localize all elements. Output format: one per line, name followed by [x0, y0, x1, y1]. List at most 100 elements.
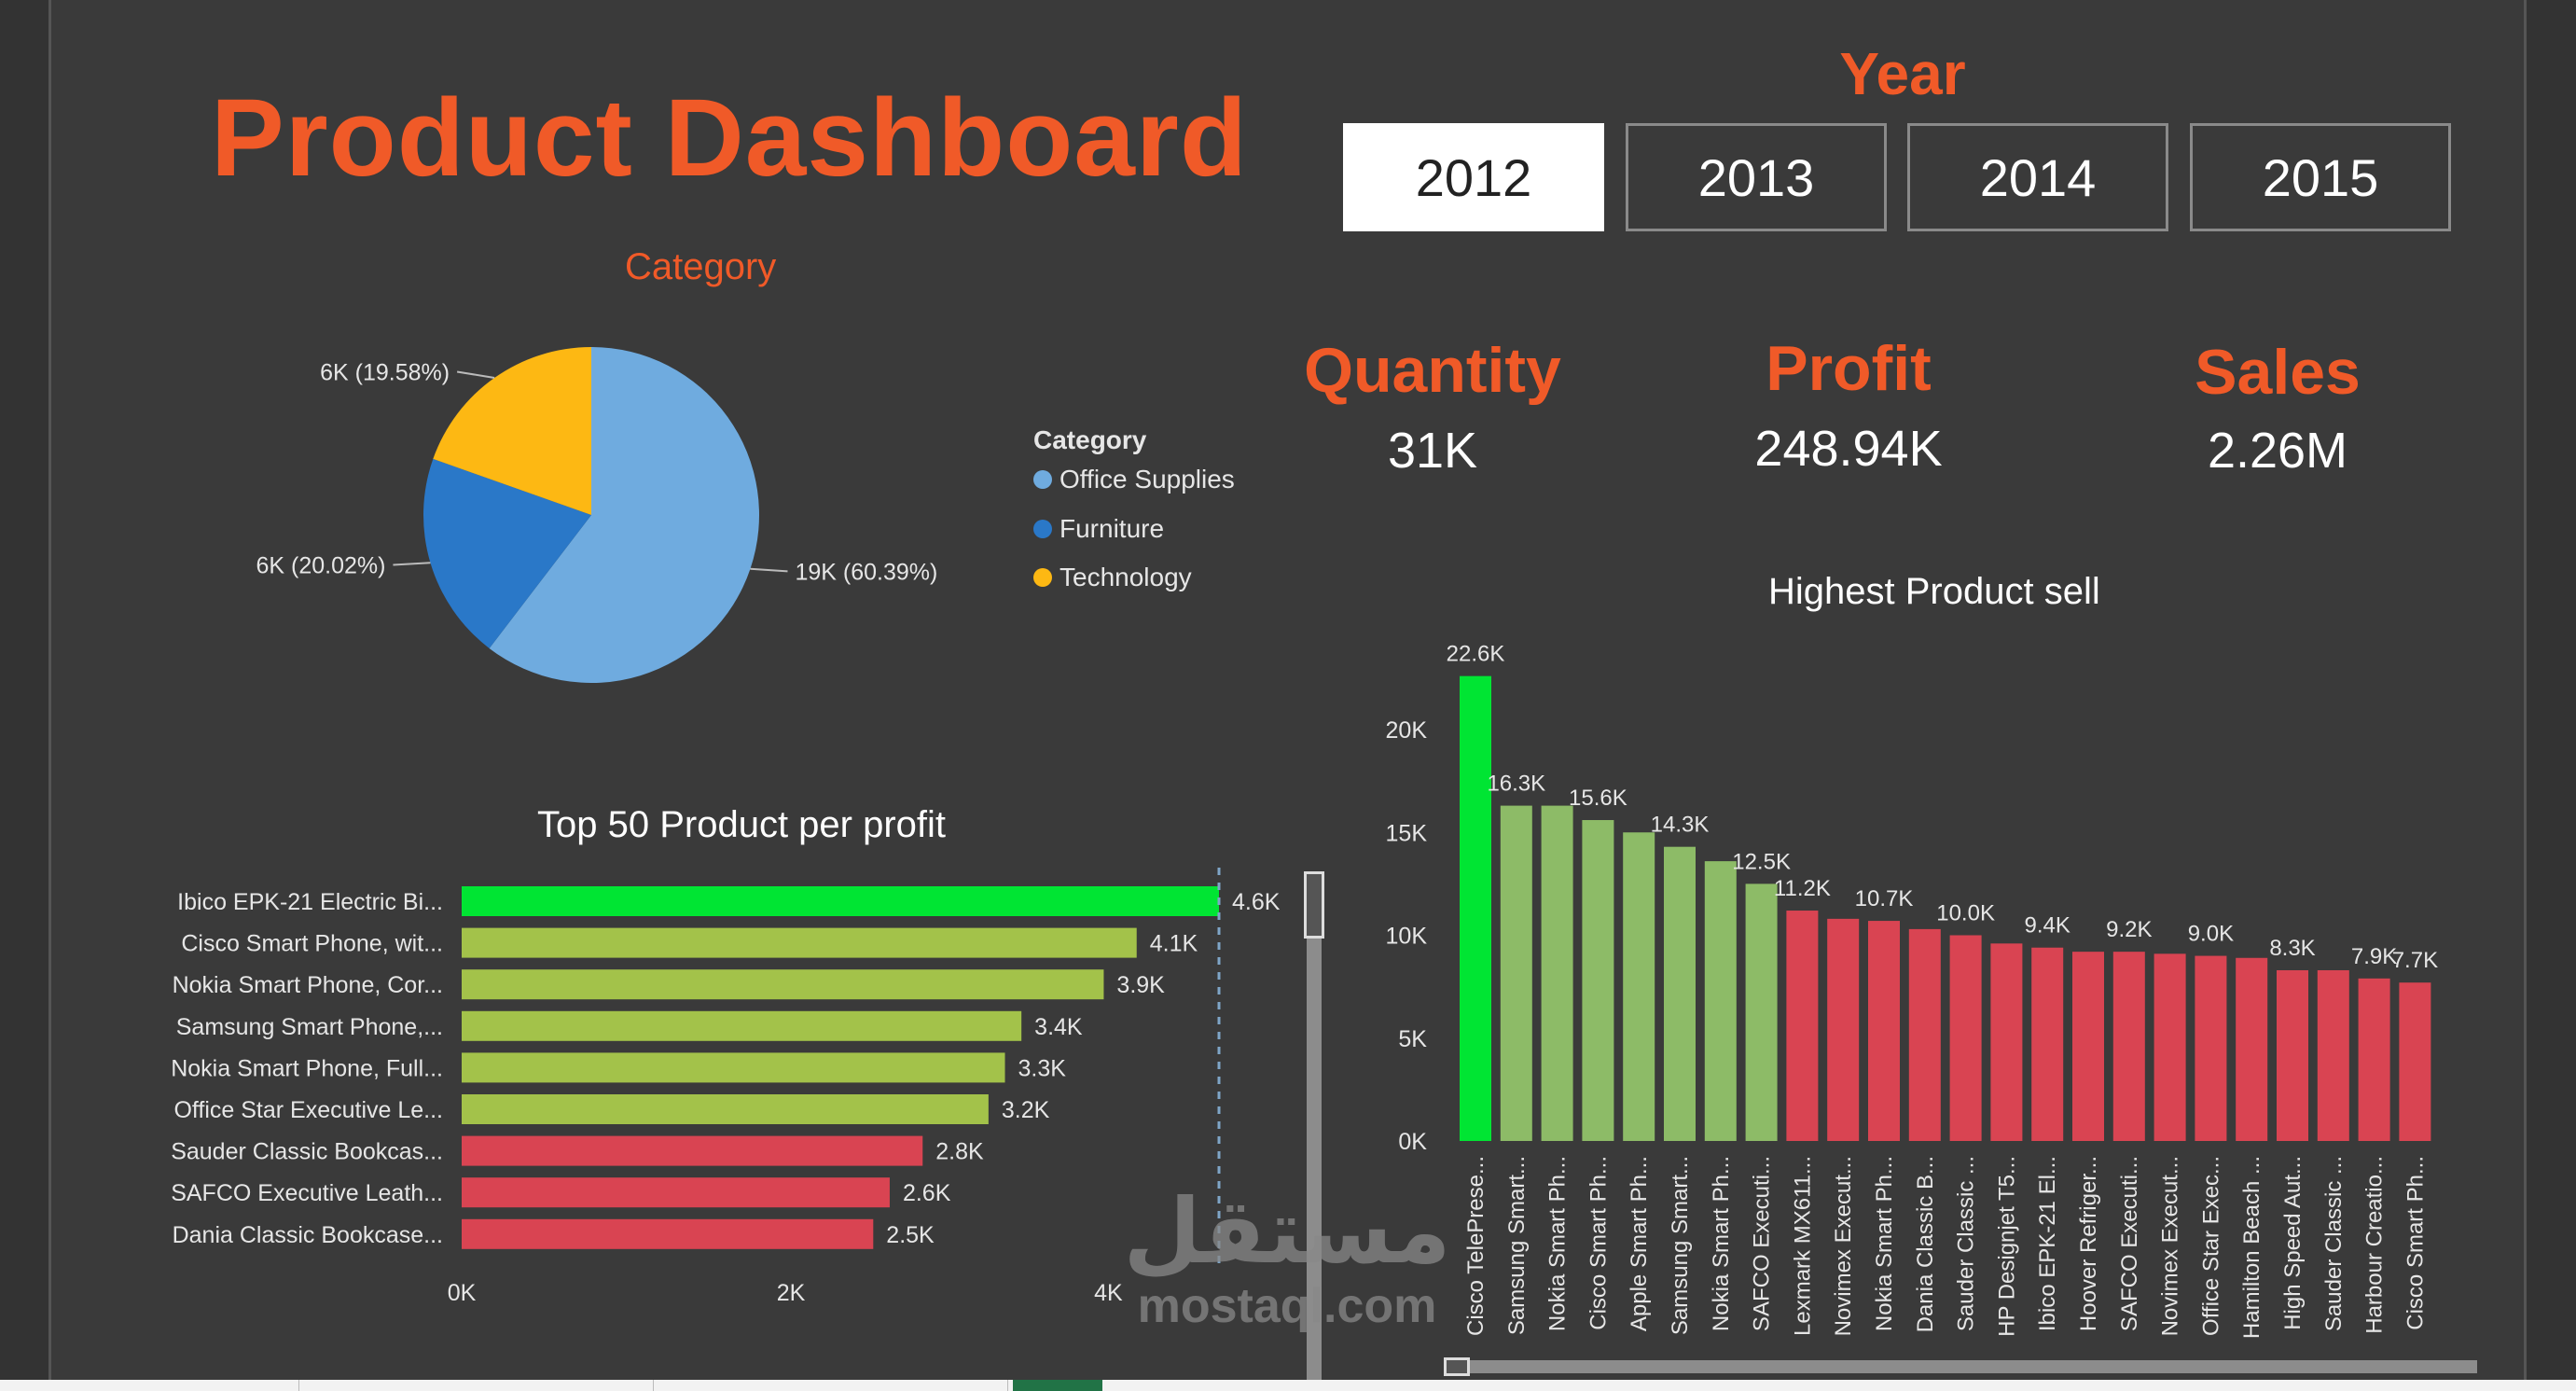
vbar-bar[interactable]: [2112, 952, 2145, 1141]
vbar-bar[interactable]: [1582, 820, 1614, 1141]
vbar-category-label: Hoover Refriger...: [2076, 1156, 2101, 1331]
hbar-value-label: 2.6K: [903, 1180, 951, 1206]
vbar-bar[interactable]: [1623, 832, 1655, 1141]
vbar-bar[interactable]: [2072, 952, 2104, 1141]
vbar-bar[interactable]: [1460, 675, 1491, 1141]
sheet-tab-active[interactable]: [1013, 1380, 1102, 1391]
hbar-category-label: Dania Classic Bookcase...: [173, 1222, 443, 1248]
vbar-value-label: 8.3K: [2269, 936, 2315, 961]
vbar-value-label: 14.3K: [1651, 813, 1710, 838]
vbar-bar[interactable]: [1908, 928, 1941, 1141]
vbar-category-label: Cisco Smart Ph...: [2403, 1156, 2428, 1330]
vbar-bar[interactable]: [1786, 911, 1819, 1141]
vbar-bar[interactable]: [1541, 805, 1573, 1141]
vbar-category-label: HP Designjet T5...: [1994, 1156, 2019, 1337]
vbar-bar[interactable]: [2277, 969, 2308, 1141]
vbar-value-label: 10.0K: [1936, 901, 1995, 926]
year-button-2013[interactable]: 2013: [1626, 123, 1887, 231]
hbar-bar[interactable]: [462, 1052, 1005, 1083]
vbar-bar[interactable]: [2031, 947, 2064, 1141]
vbar-bar[interactable]: [2317, 969, 2349, 1141]
vbar-value-label: 22.6K: [1447, 642, 1505, 667]
sheet-tab[interactable]: [0, 1380, 299, 1391]
kpi-quantity-label: Quantity: [1304, 335, 1561, 406]
vbar-bar[interactable]: [1827, 918, 1860, 1141]
vbar-y-tick-label: 15K: [1386, 820, 1428, 846]
sell-chart-scrollbar[interactable]: [1444, 1360, 2477, 1373]
vbar-category-label: Sauder Classic ...: [2321, 1156, 2347, 1331]
vbar-category-label: Nokia Smart Ph...: [1545, 1156, 1571, 1331]
hbar-value-label: 2.5K: [886, 1222, 935, 1248]
sheet-tab[interactable]: [653, 1380, 1008, 1391]
sell-chart-scroll-thumb[interactable]: [1444, 1357, 1470, 1376]
vbar-bar[interactable]: [1500, 805, 1532, 1141]
kpi-profit-value: 248.94K: [1754, 421, 1943, 477]
legend-item-office-supplies[interactable]: Office Supplies: [1033, 465, 1235, 494]
hbar-value-label: 2.8K: [935, 1139, 984, 1165]
hbar-bar[interactable]: [462, 1177, 890, 1208]
legend-label: Furniture: [1059, 514, 1165, 543]
vbar-bar[interactable]: [2358, 978, 2390, 1141]
legend-item-furniture[interactable]: Furniture: [1033, 514, 1164, 544]
pie-data-label: 19K (60.39%): [795, 559, 937, 585]
vbar-value-label: 10.7K: [1855, 886, 1914, 911]
vbar-category-label: Dania Classic B...: [1913, 1156, 1938, 1332]
kpi-sales-value: 2.26M: [2207, 423, 2348, 479]
hbar-value-label: 3.9K: [1116, 972, 1165, 998]
profit-chart-scroll-thumb[interactable]: [1304, 871, 1324, 939]
legend-item-technology[interactable]: Technology: [1033, 563, 1192, 592]
vbar-value-label: 12.5K: [1732, 849, 1791, 874]
vbar-bar[interactable]: [1745, 883, 1778, 1141]
vbar-bar[interactable]: [1949, 935, 1982, 1142]
vbar-bar[interactable]: [1664, 846, 1696, 1141]
vbar-category-label: Hamilton Beach ...: [2239, 1156, 2264, 1339]
technology-dot-icon: [1033, 568, 1052, 587]
vbar-bar[interactable]: [2195, 955, 2227, 1141]
year-button-2015[interactable]: 2015: [2190, 123, 2451, 231]
top-profit-bar-chart[interactable]: Ibico EPK-21 Electric Bi... 4.6K Cisco Sma…: [140, 868, 1306, 1306]
hbar-category-label: Samsung Smart Phone,...: [176, 1014, 443, 1040]
pie-data-label: 6K (20.02%): [256, 553, 385, 579]
vbar-bar[interactable]: [1704, 861, 1737, 1141]
vbar-bar[interactable]: [1990, 943, 2023, 1141]
vbar-y-tick-label: 5K: [1398, 1026, 1427, 1052]
hbar-bar[interactable]: [462, 1135, 923, 1166]
vbar-value-label: 7.9K: [2351, 944, 2397, 969]
hbar-category-label: Cisco Smart Phone, wit...: [181, 931, 443, 957]
hbar-bar[interactable]: [462, 969, 1104, 1000]
highest-sell-bar-chart[interactable]: 0K 5K 10K 15K 20K 22.6K Cisco TelePrese... 16.3…: [1343, 616, 2509, 1353]
profit-chart-scrollbar[interactable]: [1307, 871, 1322, 1390]
vbar-value-label: 9.2K: [2106, 917, 2152, 942]
vbar-category-label: Nokia Smart Ph...: [1709, 1156, 1734, 1331]
hbar-bar[interactable]: [462, 1010, 1022, 1041]
hbar-category-label: Nokia Smart Phone, Full...: [171, 1055, 443, 1081]
window-frame-right: [2524, 0, 2576, 1391]
year-button-2012[interactable]: 2012: [1343, 123, 1604, 231]
pie-slice-office-supplies[interactable]: [489, 347, 759, 683]
sheet-tab[interactable]: [298, 1380, 654, 1391]
sheet-tab-strip: [0, 1380, 2576, 1391]
hbar-value-label: 3.3K: [1018, 1055, 1067, 1081]
pie-slice-furniture[interactable]: [423, 458, 591, 648]
vbar-category-label: Samsung Smart...: [1668, 1156, 1693, 1335]
vbar-value-label: 11.2K: [1774, 876, 1831, 901]
hbar-bar[interactable]: [462, 1094, 989, 1124]
legend-label: Office Supplies: [1059, 465, 1235, 494]
hbar-x-tick-label: 4K: [1094, 1280, 1123, 1306]
hbar-bar[interactable]: [462, 927, 1137, 958]
vbar-bar[interactable]: [2236, 957, 2268, 1141]
vbar-category-label: Harbour Creatio...: [2362, 1156, 2388, 1334]
year-button-2014[interactable]: 2014: [1907, 123, 2168, 231]
vbar-y-tick-label: 10K: [1386, 924, 1428, 950]
vbar-y-tick-label: 0K: [1398, 1129, 1427, 1155]
vbar-bar[interactable]: [2399, 982, 2431, 1141]
hbar-category-label: SAFCO Executive Leath...: [171, 1180, 443, 1206]
vbar-bar[interactable]: [1868, 921, 1900, 1141]
category-pie-chart[interactable]: 19K (60.39%) 6K (20.02%) 6K (19.58%): [215, 317, 1017, 709]
vbar-bar[interactable]: [2154, 953, 2186, 1141]
hbar-bar[interactable]: [462, 886, 1219, 916]
pie-slice-technology[interactable]: [433, 347, 591, 515]
hbar-bar[interactable]: [462, 1218, 874, 1249]
watermark-english: mostaql.com: [1137, 1279, 1437, 1333]
